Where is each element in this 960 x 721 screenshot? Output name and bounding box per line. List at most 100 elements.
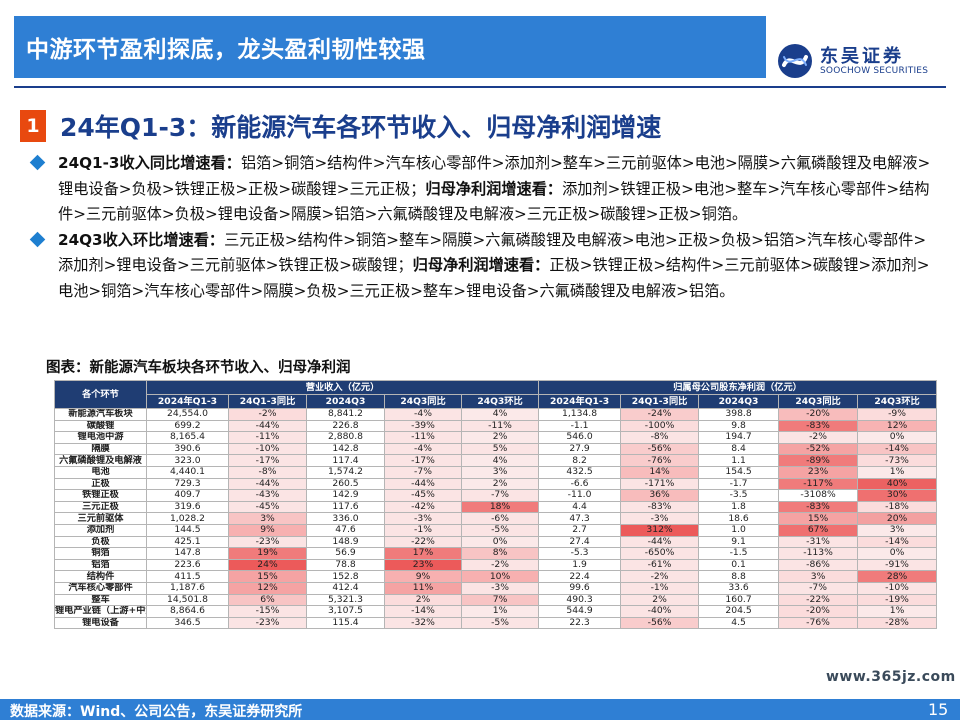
table-cell: 390.6	[146, 442, 229, 456]
table-cell: -4%	[384, 442, 462, 456]
table-cell: -86%	[778, 558, 859, 572]
table-cell: -3%	[460, 581, 540, 595]
table-cell: -20%	[778, 605, 859, 618]
table-cell: 56.9	[306, 547, 385, 560]
table-cell: 142.8	[306, 442, 385, 456]
diamond-bullet-icon	[29, 231, 46, 247]
table-cell: -7%	[460, 489, 540, 502]
section-title: 24年Q1-3：新能源汽车各环节收入、归母净利润增速	[60, 113, 662, 142]
row-label: 整车	[54, 593, 147, 607]
table-cell: -44%	[620, 535, 700, 549]
table-cell: -39%	[384, 419, 462, 433]
table-row: 锂电设备 346.5 -23% 115.4 -32% -5% 22.3 -56% 4.5 -76%…	[54, 616, 938, 630]
table-cell: -10%	[857, 581, 938, 595]
table-cell: 8,864.6	[146, 605, 229, 618]
data-source: 数据来源：Wind、公司公告，东吴证券研究所	[10, 704, 303, 720]
table-cell: 78.8	[306, 558, 385, 572]
table-cell: 4,440.1	[146, 465, 229, 479]
table-cell: -20%	[778, 408, 859, 421]
table-cell: 319.6	[146, 500, 229, 514]
table-cell: 117.6	[306, 500, 385, 514]
table-cell: -23%	[228, 616, 307, 630]
table-row: 铜箔 147.8 19% 56.9 17% 8% -5.3 -650% -1.5 -113% 0%	[54, 547, 938, 560]
row-label: 六氟磷酸锂及电解液	[54, 454, 147, 467]
column-header: 24Q3环比	[857, 394, 938, 409]
row-label: 碳酸锂	[54, 419, 147, 433]
revenue-group-header: 营业收入（亿元）	[145, 380, 540, 395]
table-cell: 147.8	[146, 547, 229, 560]
table-cell: -4%	[384, 408, 462, 421]
table-cell: 729.3	[146, 477, 229, 491]
table-cell: 3,107.5	[306, 605, 385, 618]
column-header: 2024Q3	[698, 394, 780, 409]
table-cell: 4%	[460, 408, 540, 421]
table-cell: 412.4	[306, 581, 385, 595]
table-cell: -15%	[228, 605, 307, 618]
table-cell: 6%	[228, 593, 307, 607]
table-cell: -17%	[384, 454, 462, 467]
table-cell: 12%	[857, 419, 938, 433]
table-cell: 4%	[460, 454, 540, 467]
table-row: 三元前驱体 1,028.2 3% 336.0 -3% -6% 47.3 -3% 18.6 15% 2…	[54, 512, 938, 525]
table-cell: -1.7	[698, 477, 780, 491]
column-header: 2024年Q1-3	[538, 394, 622, 409]
table-cell: 117.4	[306, 454, 385, 467]
table-cell: -83%	[620, 500, 700, 514]
header-divider	[14, 86, 946, 88]
table-cell: 8.8	[698, 570, 780, 583]
row-label: 汽车核心零部件	[54, 581, 147, 595]
table-cell: -117%	[778, 477, 859, 491]
table-cell: 490.3	[538, 593, 622, 607]
table-cell: -3.5	[698, 489, 780, 502]
row-label: 铁锂正极	[54, 489, 147, 502]
table-cell: 1,574.2	[306, 465, 385, 479]
table-row: 添加剂 144.5 9% 47.6 -1% -5% 2.7 312% 1.0 67% 3%	[54, 523, 938, 537]
table-cell: 22.3	[538, 616, 622, 630]
table-cell: 15%	[228, 570, 307, 583]
table-cell: -91%	[857, 558, 938, 572]
table-cell: -3108%	[778, 489, 859, 502]
row-label: 新能源汽车板块	[54, 408, 147, 421]
table-cell: 1,134.8	[538, 408, 622, 421]
table-cell: 36%	[620, 489, 700, 502]
table-cell: -76%	[620, 454, 700, 467]
diamond-bullet-icon	[29, 154, 46, 171]
table-cell: -650%	[620, 547, 700, 560]
table-cell: 0%	[857, 431, 938, 444]
table-cell: 1.9	[538, 558, 622, 572]
table-cell: -22%	[384, 535, 462, 549]
profit-group-header: 归属母公司股东净利润（亿元）	[538, 380, 938, 395]
table-row: 汽车核心零部件 1,187.6 12% 412.4 11% -3% 99.6 -1% 33.6-…	[54, 581, 938, 595]
table-cell: 22.4	[538, 570, 622, 583]
table-cell: 544.9	[538, 605, 622, 618]
table-cell: 17%	[384, 547, 462, 560]
table-cell: 546.0	[538, 431, 622, 444]
table-cell: 154.5	[698, 465, 780, 479]
bullet-text: 三元正极>结构件>铜箔>整车>隔膜>六氟磷酸锂及电解液>电池>正极>负极>铝箔>…	[58, 230, 927, 275]
column-header: 2024年Q1-3	[146, 394, 229, 409]
table-cell: -31%	[778, 535, 859, 549]
column-header: 24Q1-3同比	[620, 394, 700, 409]
table-cell: 24%	[228, 558, 307, 572]
table-row: 三元正极 319.6 -45% 117.6 -42% 18% 4.4 -83% 1.8 -83% -…	[54, 500, 938, 514]
table-cell: 14%	[620, 465, 700, 479]
table-cell: 1.1	[698, 454, 780, 467]
table-cell: -11%	[460, 419, 540, 433]
table-cell: 23%	[778, 465, 859, 479]
table-cell: 148.9	[306, 535, 385, 549]
table-cell: 699.2	[146, 419, 229, 433]
table-cell: 0%	[857, 547, 938, 560]
table-cell: 40%	[857, 477, 938, 491]
table-cell: 223.6	[146, 558, 229, 572]
table-cell: 0.1	[698, 558, 780, 572]
table-cell: -14%	[384, 605, 462, 618]
table-cell: 20%	[857, 512, 938, 525]
table-cell: 0%	[460, 535, 540, 549]
table-cell: 9%	[228, 523, 307, 537]
table-cell: -44%	[384, 477, 462, 491]
table-cell: 425.1	[146, 535, 229, 549]
row-label: 锂电设备	[54, 616, 147, 630]
table-cell: -6.6	[538, 477, 622, 491]
table-cell: 3%	[460, 465, 540, 479]
column-header: 24Q3同比	[384, 394, 462, 409]
